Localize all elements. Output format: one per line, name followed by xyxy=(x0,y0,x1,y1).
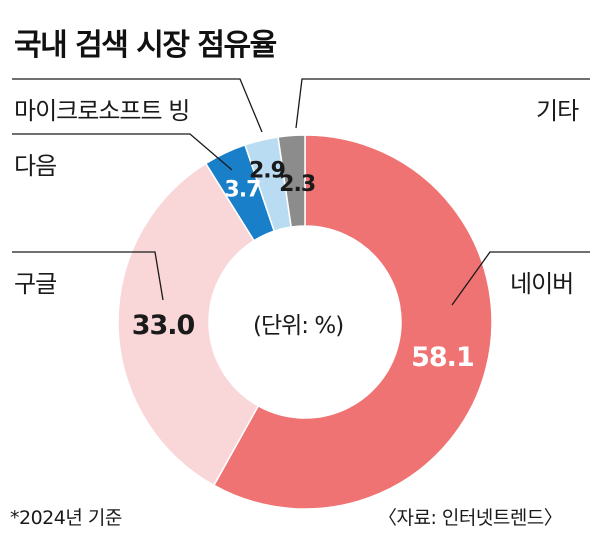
unit-label: (단위: %) xyxy=(253,313,344,339)
leader-line-naver xyxy=(451,251,590,306)
category-label-naver: 네이버 xyxy=(510,270,574,298)
footnote: *2024년 기준 xyxy=(10,507,122,529)
category-label-others: 기타 xyxy=(536,97,579,125)
leader-line-ms-bing xyxy=(12,78,263,133)
slice-others xyxy=(277,134,306,228)
source-note: 〈자료: 인터넷트렌드〉 xyxy=(378,507,563,529)
leader-line-daum xyxy=(12,133,233,171)
value-label-google: 33.0 xyxy=(132,310,195,341)
category-label-ms-bing: 마이크로소프트 빙 xyxy=(14,97,190,125)
value-label-naver: 58.1 xyxy=(411,342,474,373)
leader-line-google xyxy=(12,251,164,301)
value-label-daum: 3.7 xyxy=(224,178,260,203)
value-label-ms-bing: 2.9 xyxy=(249,159,285,184)
donut-slices xyxy=(117,134,493,510)
value-labels: 58.1 33.0 3.72.92.3 xyxy=(132,159,475,374)
value-label-others: 2.3 xyxy=(279,172,315,197)
leader-lines xyxy=(12,78,590,306)
category-label-daum: 다음 xyxy=(14,152,57,180)
slice-google xyxy=(117,162,260,487)
category-label-google: 구글 xyxy=(14,270,57,298)
chart-title: 국내 검색 시장 점유율 xyxy=(14,28,277,63)
leader-line-others xyxy=(295,78,590,129)
slice-naver xyxy=(212,134,493,510)
